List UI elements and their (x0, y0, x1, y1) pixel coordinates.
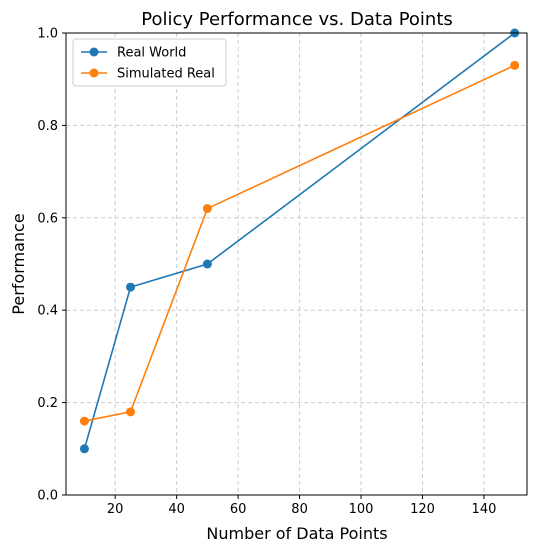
series-line-simulated-real (84, 64, 516, 422)
legend-label-real-world: Real World (117, 46, 186, 61)
y-tick-label: 0.0 (37, 489, 58, 504)
series-simulated-real (79, 60, 520, 426)
series-line-real-world (83, 32, 516, 450)
legend-box (72, 38, 227, 87)
data-point-real-world (126, 282, 136, 292)
data-point-real-world (202, 259, 212, 269)
axis-ticks: 20 40 60 80 100 120 140 0.0 0.2 0.4 0.6 0.8 1.0 (37, 27, 496, 518)
x-tick-label: 60 (230, 502, 247, 517)
y-tick-label: 0.8 (37, 119, 58, 134)
legend: Real World Simulated Real (72, 38, 227, 87)
legend-marker-real-world (89, 47, 99, 57)
plot-frame (65, 32, 528, 496)
y-axis-label: Performance (9, 213, 28, 314)
chart-title: Policy Performance vs. Data Points (141, 9, 453, 30)
series-real-world (79, 28, 520, 454)
y-tick-label: 0.4 (37, 304, 58, 319)
x-tick-label: 120 (410, 502, 435, 517)
x-tick-label: 100 (349, 502, 374, 517)
x-tick-label: 80 (291, 502, 308, 517)
data-point-simulated-real (202, 204, 212, 214)
y-tick-label: 0.6 (37, 211, 58, 226)
x-axis-label: Number of Data Points (206, 524, 387, 543)
legend-label-simulated-real: Simulated Real (117, 67, 215, 82)
grid (66, 32, 527, 496)
data-point-simulated-real (510, 60, 520, 70)
series-group (79, 28, 520, 454)
legend-entry-real-world: Real World (81, 46, 186, 61)
data-point-real-world (79, 444, 89, 454)
x-tick-label: 140 (472, 502, 497, 517)
data-point-simulated-real (79, 416, 89, 426)
data-point-simulated-real (126, 407, 136, 417)
legend-marker-simulated-real (89, 68, 99, 78)
legend-entry-simulated-real: Simulated Real (81, 67, 215, 82)
x-tick-label: 20 (107, 502, 124, 517)
y-tick-label: 0.2 (37, 396, 58, 411)
x-tick-label: 40 (168, 502, 185, 517)
y-tick-label: 1.0 (37, 27, 58, 42)
